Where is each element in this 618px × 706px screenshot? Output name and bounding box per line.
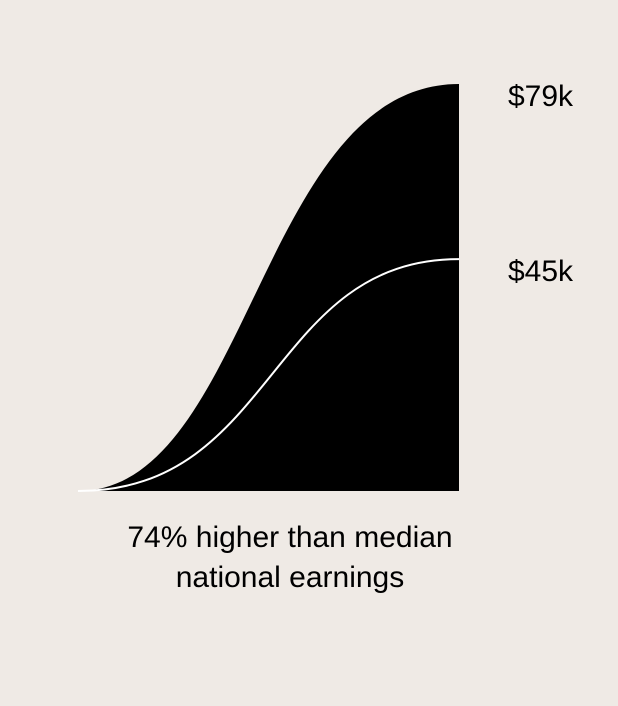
caption-line-1: 74% higher than median xyxy=(127,521,453,554)
label-79k: $79k xyxy=(508,80,574,113)
label-45k: $45k xyxy=(508,255,574,288)
caption: 74% higher than median national earnings xyxy=(80,518,500,598)
area-79k xyxy=(78,84,459,491)
line-45k xyxy=(77,258,460,492)
caption-line-2: national earnings xyxy=(175,561,405,594)
